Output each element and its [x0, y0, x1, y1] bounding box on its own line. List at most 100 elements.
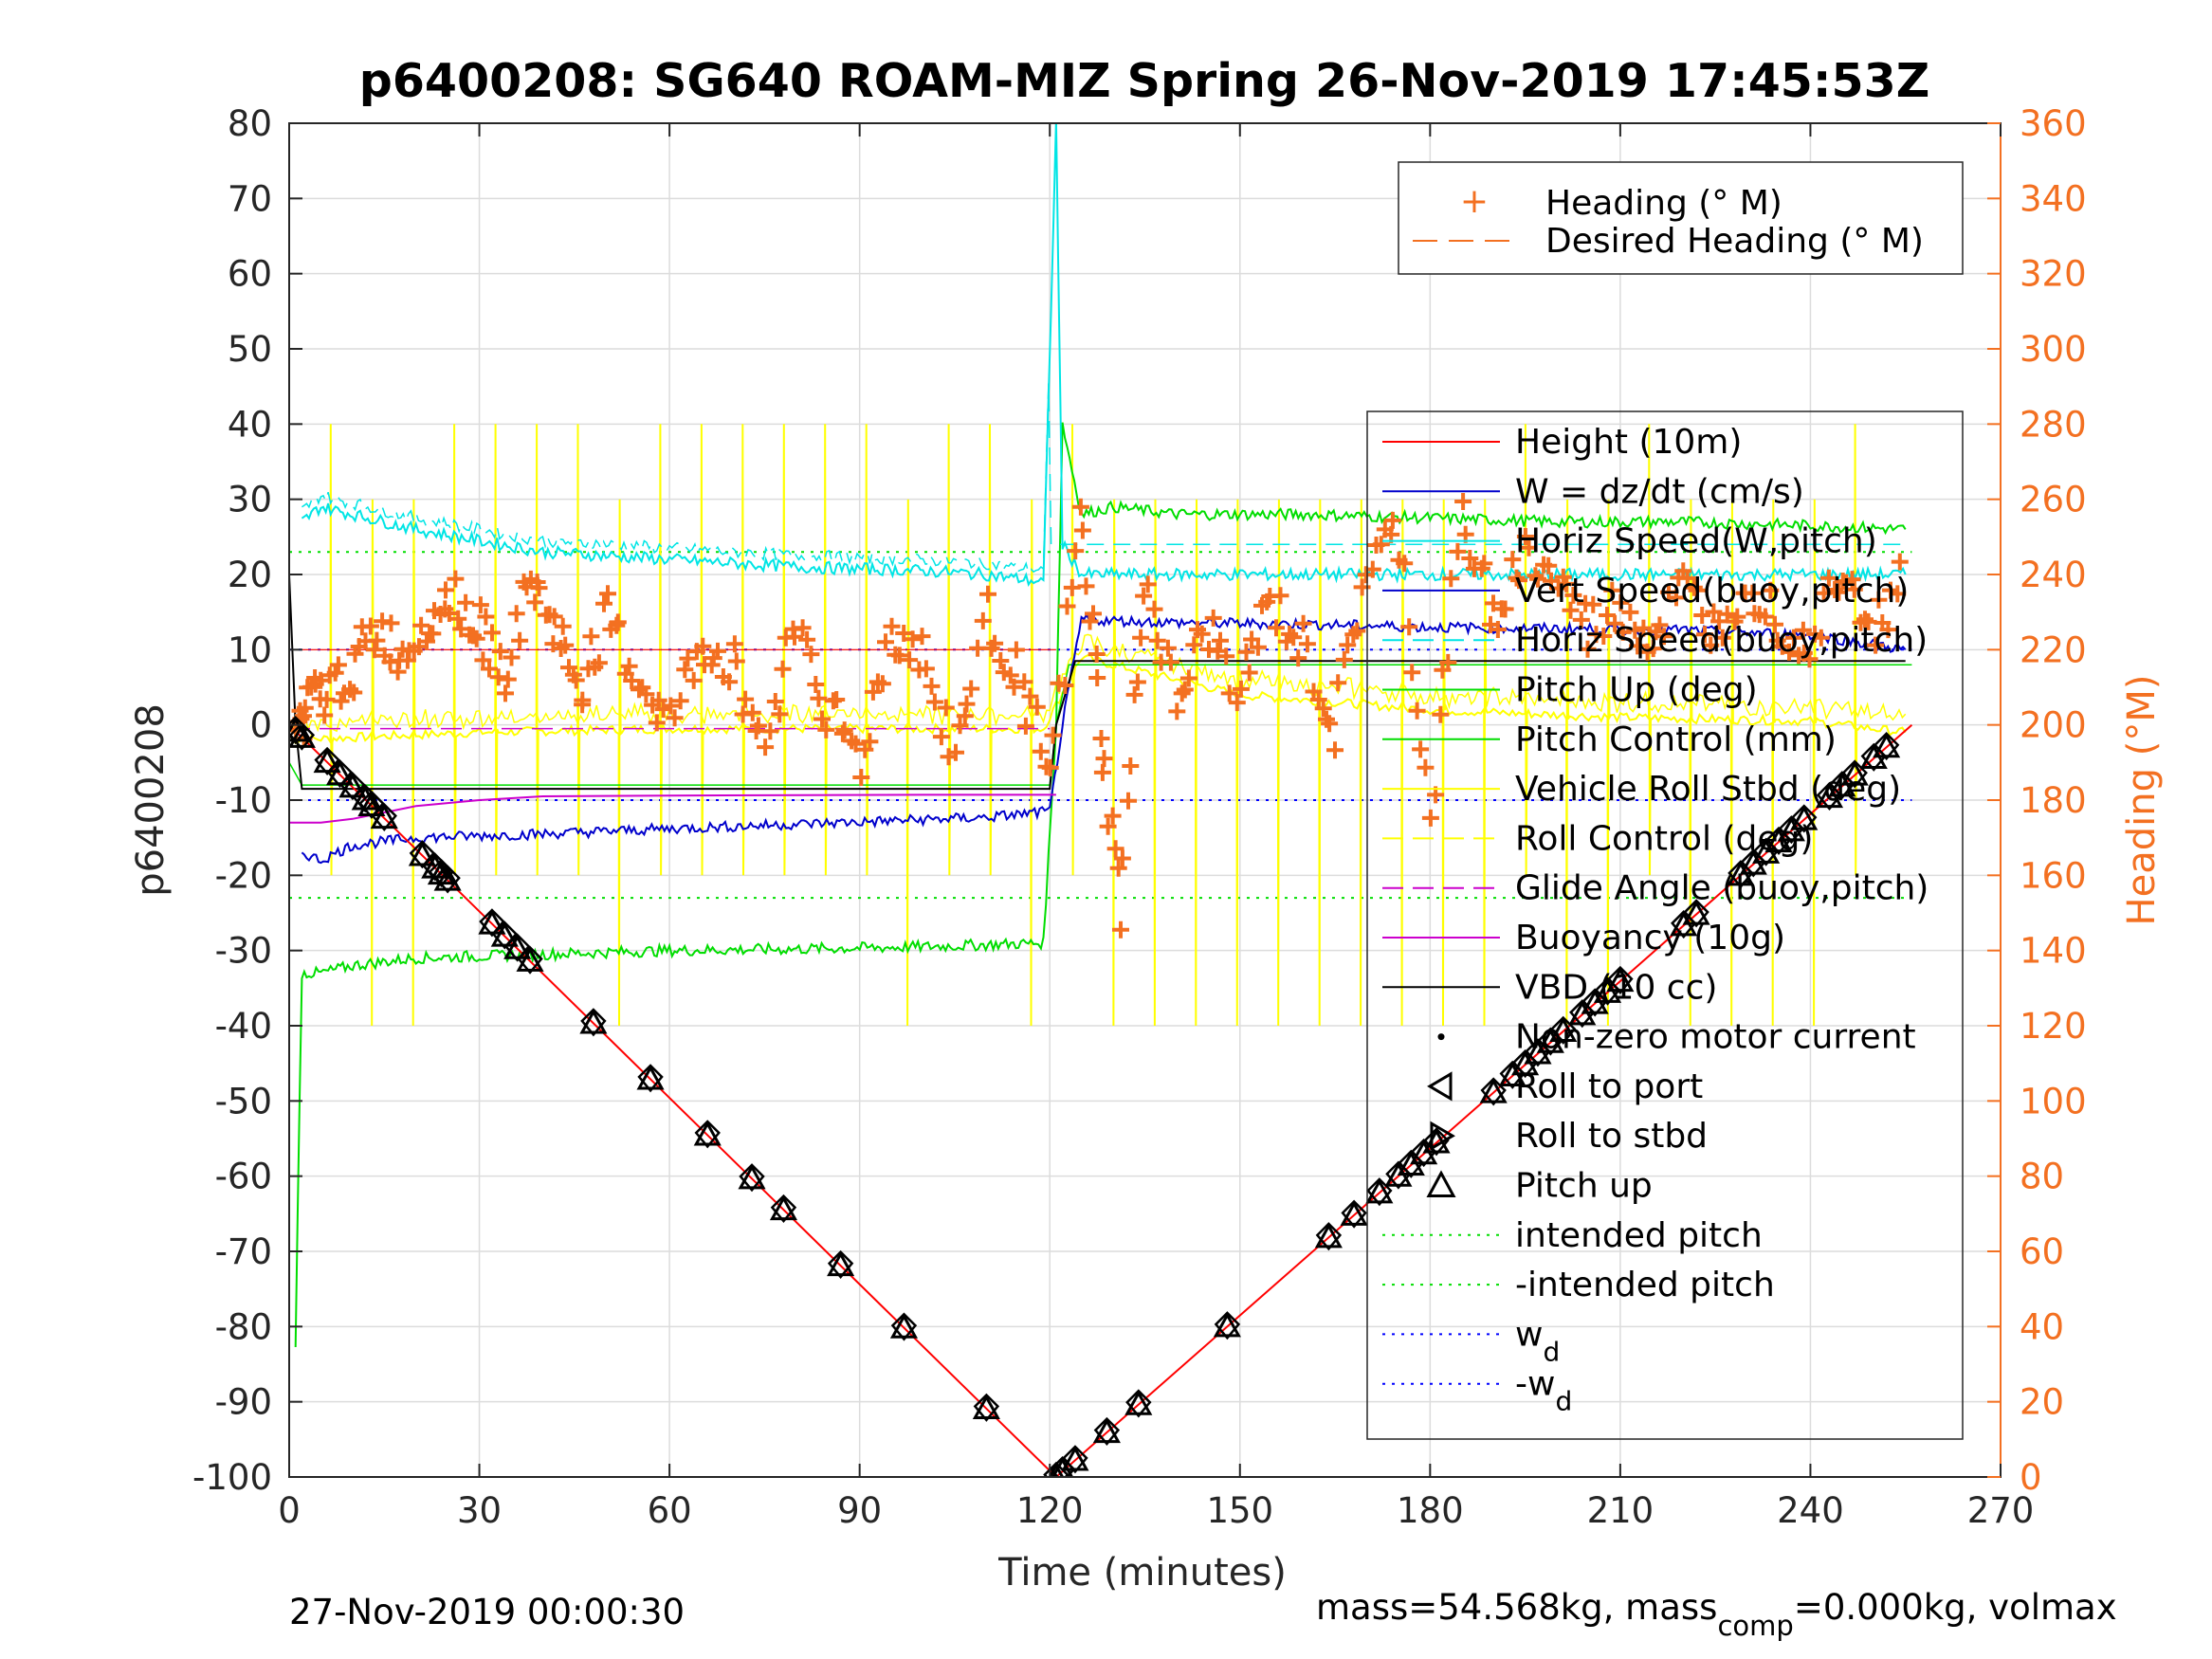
pitch-up-marker — [636, 1065, 665, 1090]
heading-marker — [685, 671, 703, 689]
heading-marker — [1843, 571, 1861, 589]
heading-marker — [491, 643, 509, 661]
heading-marker — [1572, 611, 1590, 629]
heading-marker — [1085, 605, 1102, 623]
heading-marker — [1516, 528, 1534, 545]
heading-marker — [1294, 614, 1312, 632]
y-right-tick-label: 200 — [2020, 705, 2087, 746]
y-tick-label: -80 — [215, 1306, 272, 1347]
heading-marker — [1021, 687, 1039, 705]
y-right-tick-label: 80 — [2020, 1157, 2064, 1197]
heading-marker — [412, 616, 430, 634]
heading-marker — [637, 685, 655, 703]
heading-marker — [1067, 542, 1085, 560]
heading-marker — [1372, 536, 1390, 554]
heading-marker — [1819, 569, 1837, 587]
roll-marker — [1873, 732, 1900, 761]
heading-marker — [623, 672, 641, 689]
heading-marker — [1784, 629, 1802, 647]
heading-marker — [727, 652, 745, 670]
x-tick-label: 180 — [1397, 1490, 1464, 1531]
heading-marker — [1212, 631, 1229, 649]
heading-marker — [1135, 587, 1153, 605]
heading-marker — [1612, 593, 1630, 611]
heading-marker — [648, 714, 666, 732]
roll-marker — [503, 933, 531, 962]
legend-entry-label: Non-zero motor current — [1515, 1018, 1916, 1057]
heading-marker — [1889, 585, 1907, 603]
legend-top-label-heading: Heading (° M) — [1545, 184, 1782, 223]
roll-marker — [1125, 1389, 1152, 1418]
heading-marker — [1621, 603, 1639, 621]
footer-timestamp: 27-Nov-2019 00:00:30 — [289, 1592, 685, 1632]
heading-marker — [567, 671, 585, 689]
roll-marker — [326, 758, 354, 789]
heading-marker — [725, 635, 743, 653]
roll-marker — [1366, 1177, 1393, 1207]
heading-marker — [1041, 758, 1059, 776]
legend-entry-label: Pitch up — [1515, 1167, 1653, 1206]
heading-marker — [1454, 493, 1472, 510]
heading-marker — [877, 633, 894, 651]
heading-marker — [1529, 570, 1546, 588]
heading-marker — [1579, 640, 1597, 658]
y-right-tick-label: 340 — [2020, 178, 2087, 219]
heading-marker — [1095, 750, 1113, 768]
heading-marker — [694, 637, 712, 655]
heading-marker — [1815, 584, 1833, 602]
heading-marker — [1629, 637, 1647, 655]
heading-marker — [810, 689, 828, 707]
y-right-tick-label: 260 — [2020, 480, 2087, 520]
heading-marker — [1081, 612, 1099, 630]
roll-marker — [1315, 1222, 1343, 1251]
heading-marker — [595, 594, 612, 612]
heading-marker — [1408, 702, 1426, 720]
pitch-up-marker — [1314, 1223, 1343, 1249]
heading-marker — [1867, 636, 1885, 654]
heading-marker — [1655, 628, 1673, 646]
heading-marker — [332, 692, 350, 710]
heading-marker — [743, 703, 761, 721]
pitch-up-marker — [738, 1164, 766, 1190]
legend-entry-label: Glide Angle (buoy,pitch) — [1515, 869, 1929, 908]
heading-marker — [1289, 649, 1307, 667]
heading-marker — [974, 611, 992, 629]
heading-marker — [864, 683, 882, 701]
heading-marker — [1489, 621, 1507, 638]
legend-swatch-triangle — [1427, 1071, 1453, 1102]
legend-swatch-triangle — [1430, 1121, 1455, 1151]
roll-marker — [637, 1064, 664, 1093]
heading-marker — [467, 629, 485, 647]
y-tick-label: 60 — [228, 254, 272, 295]
heading-marker — [679, 649, 697, 667]
y-right-tick-label: 220 — [2020, 629, 2087, 670]
x-tick-label: 120 — [1016, 1490, 1084, 1531]
heading-marker — [761, 722, 779, 740]
heading-marker — [1540, 556, 1558, 574]
legend-entry-label: Roll to port — [1515, 1067, 1703, 1106]
heading-marker — [1412, 740, 1430, 758]
heading-marker — [962, 680, 980, 698]
heading-marker — [582, 628, 600, 646]
heading-marker — [1526, 567, 1545, 585]
roll-marker — [1480, 1077, 1507, 1106]
heading-marker — [925, 693, 943, 711]
heading-marker — [1688, 581, 1706, 599]
y-axis-label: p6400208 — [129, 703, 173, 897]
heading-marker — [1232, 680, 1250, 698]
roll-marker — [314, 746, 340, 775]
y-tick-label: -90 — [215, 1382, 272, 1423]
heading-marker — [507, 605, 525, 623]
heading-marker — [1088, 646, 1106, 663]
heading-marker — [1056, 677, 1074, 694]
pitch-up-marker — [478, 909, 506, 935]
y-tick-label: -50 — [215, 1081, 272, 1121]
roll-marker — [739, 1163, 765, 1193]
pitch-up-marker — [1124, 1390, 1153, 1415]
heading-marker — [817, 720, 835, 738]
vehicle-roll-line — [289, 633, 1907, 738]
legend-swatch-dot — [1437, 1033, 1445, 1041]
pitch-up-marker — [769, 1194, 797, 1221]
pitch-up-marker — [1840, 760, 1869, 786]
pitch-up-marker — [357, 791, 386, 817]
